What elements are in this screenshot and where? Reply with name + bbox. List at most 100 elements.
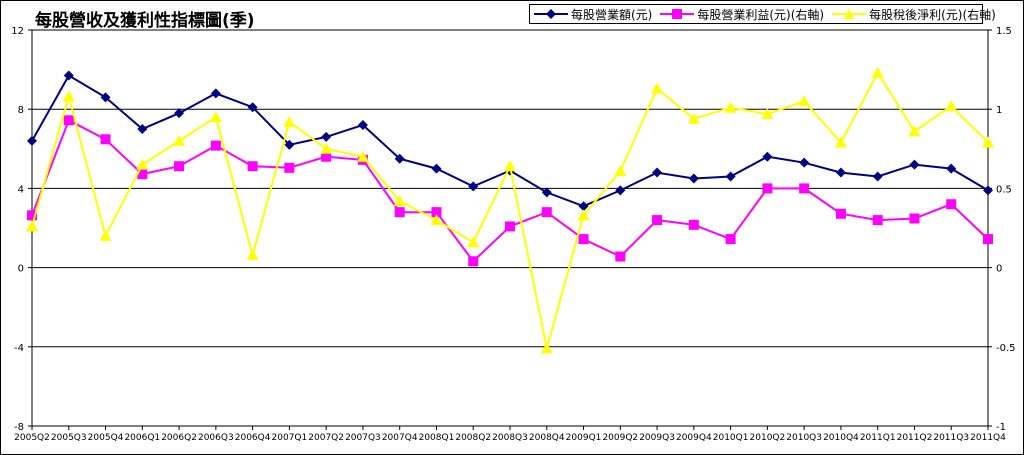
y-right-tick-label: 1.5 [996,26,1012,37]
legend-item-operating-income: 每股營業利益(元)(右軸) [660,6,824,23]
x-tick-label: 2008Q1 [419,433,455,443]
data-point-triangle [246,248,259,260]
data-point-triangle [320,142,333,154]
data-point-triangle [724,101,737,113]
data-point-triangle [687,112,700,124]
data-point-square [63,115,74,126]
chart-title: 每股營收及獲利性指標圖(季) [35,11,255,31]
data-point-diamond [468,181,479,192]
data-point-square [247,161,258,172]
data-point-diamond [799,157,810,168]
data-point-diamond [63,70,74,81]
x-tick-label: 2008Q3 [492,433,528,443]
data-point-diamond [284,139,295,150]
data-point-triangle [761,107,774,119]
x-tick-label: 2009Q1 [566,433,602,443]
data-point-square [983,234,993,245]
data-point-triangle [467,236,480,248]
data-point-triangle [99,229,112,241]
data-point-square [541,207,552,218]
data-point-diamond [541,187,552,198]
data-point-diamond [174,108,185,119]
data-point-diamond [652,167,663,178]
x-tick-label: 2011Q1 [860,433,896,443]
y-left-tick-label: 12 [11,26,24,37]
data-point-diamond [983,185,993,196]
data-point-diamond [872,171,883,182]
y-left-tick-label: 0 [18,264,24,275]
data-point-square [762,183,773,194]
data-point-square [468,256,479,267]
y-right-tick-label: -1 [996,422,1006,433]
data-point-triangle [614,164,627,176]
data-point-square [284,162,295,173]
legend: 每股營業額(元) 每股營業利益(元)(右軸) 每股稅後淨利(元)(右軸) [529,4,996,24]
y-left-tick-label: 8 [18,105,24,116]
x-tick-label: 2008Q4 [529,433,565,443]
data-point-diamond [27,135,37,146]
x-tick-label: 2009Q3 [639,433,675,443]
legend-marker-square-icon [660,9,695,19]
data-point-triangle [283,115,296,127]
data-point-triangle [209,111,222,123]
data-point-diamond [357,120,368,131]
legend-item-revenue: 每股營業額(元) [534,6,652,23]
x-tick-label: 2007Q2 [308,433,344,443]
y-right-tick-label: 0 [996,264,1002,275]
y-right-tick-label: 0.5 [996,184,1012,195]
data-point-triangle [26,220,38,232]
data-point-square [835,208,846,219]
x-tick-label: 2011Q2 [897,433,933,443]
data-point-square [394,207,405,218]
data-point-diamond [431,163,442,174]
legend-marker-diamond-icon [534,9,568,19]
y-right-tick-label: -0.5 [996,343,1016,354]
data-point-triangle [982,136,994,148]
x-tick-label: 2011Q4 [970,433,1006,443]
x-tick-label: 2007Q3 [345,433,381,443]
data-point-square [431,207,442,218]
data-point-square [725,234,736,245]
data-point-square [578,234,589,245]
x-tick-label: 2005Q2 [14,433,50,443]
y-left-tick-label: 4 [18,184,24,195]
data-point-diamond [394,153,405,164]
data-point-square [946,199,957,210]
data-point-diamond [946,163,957,174]
x-tick-label: 2007Q1 [272,433,308,443]
data-point-square [174,161,185,172]
x-tick-label: 2009Q2 [602,433,638,443]
data-point-diamond [909,159,920,170]
legend-item-net-income: 每股稅後淨利(元)(右軸) [832,6,996,23]
data-point-square [688,219,699,230]
legend-marker-triangle-icon [832,9,867,19]
series-line-0 [31,74,989,208]
data-point-triangle [908,125,921,137]
data-point-triangle [62,90,75,102]
data-point-triangle [356,150,369,162]
data-point-diamond [210,88,221,99]
data-point-triangle [173,134,186,146]
series-line-1 [31,118,989,263]
x-tick-label: 2010Q1 [713,433,749,443]
legend-label-net-income: 每股稅後淨利(元)(右軸) [869,7,996,22]
x-tick-label: 2005Q3 [51,433,87,443]
data-point-diamond [725,171,736,182]
data-point-square [210,140,221,151]
x-tick-label: 2010Q2 [750,433,786,443]
x-tick-label: 2006Q4 [235,433,271,443]
data-point-triangle [871,66,884,78]
data-point-triangle [540,342,553,354]
x-tick-label: 2010Q4 [823,433,859,443]
x-tick-label: 2010Q3 [786,433,822,443]
data-point-diamond [137,124,148,134]
x-tick-label: 2009Q4 [676,433,712,443]
data-point-triangle [945,100,958,112]
legend-label-revenue: 每股營業額(元) [571,7,653,22]
data-point-square [799,183,810,194]
x-tick-label: 2008Q2 [455,433,491,443]
data-point-square [652,215,663,226]
data-point-square [137,169,148,180]
